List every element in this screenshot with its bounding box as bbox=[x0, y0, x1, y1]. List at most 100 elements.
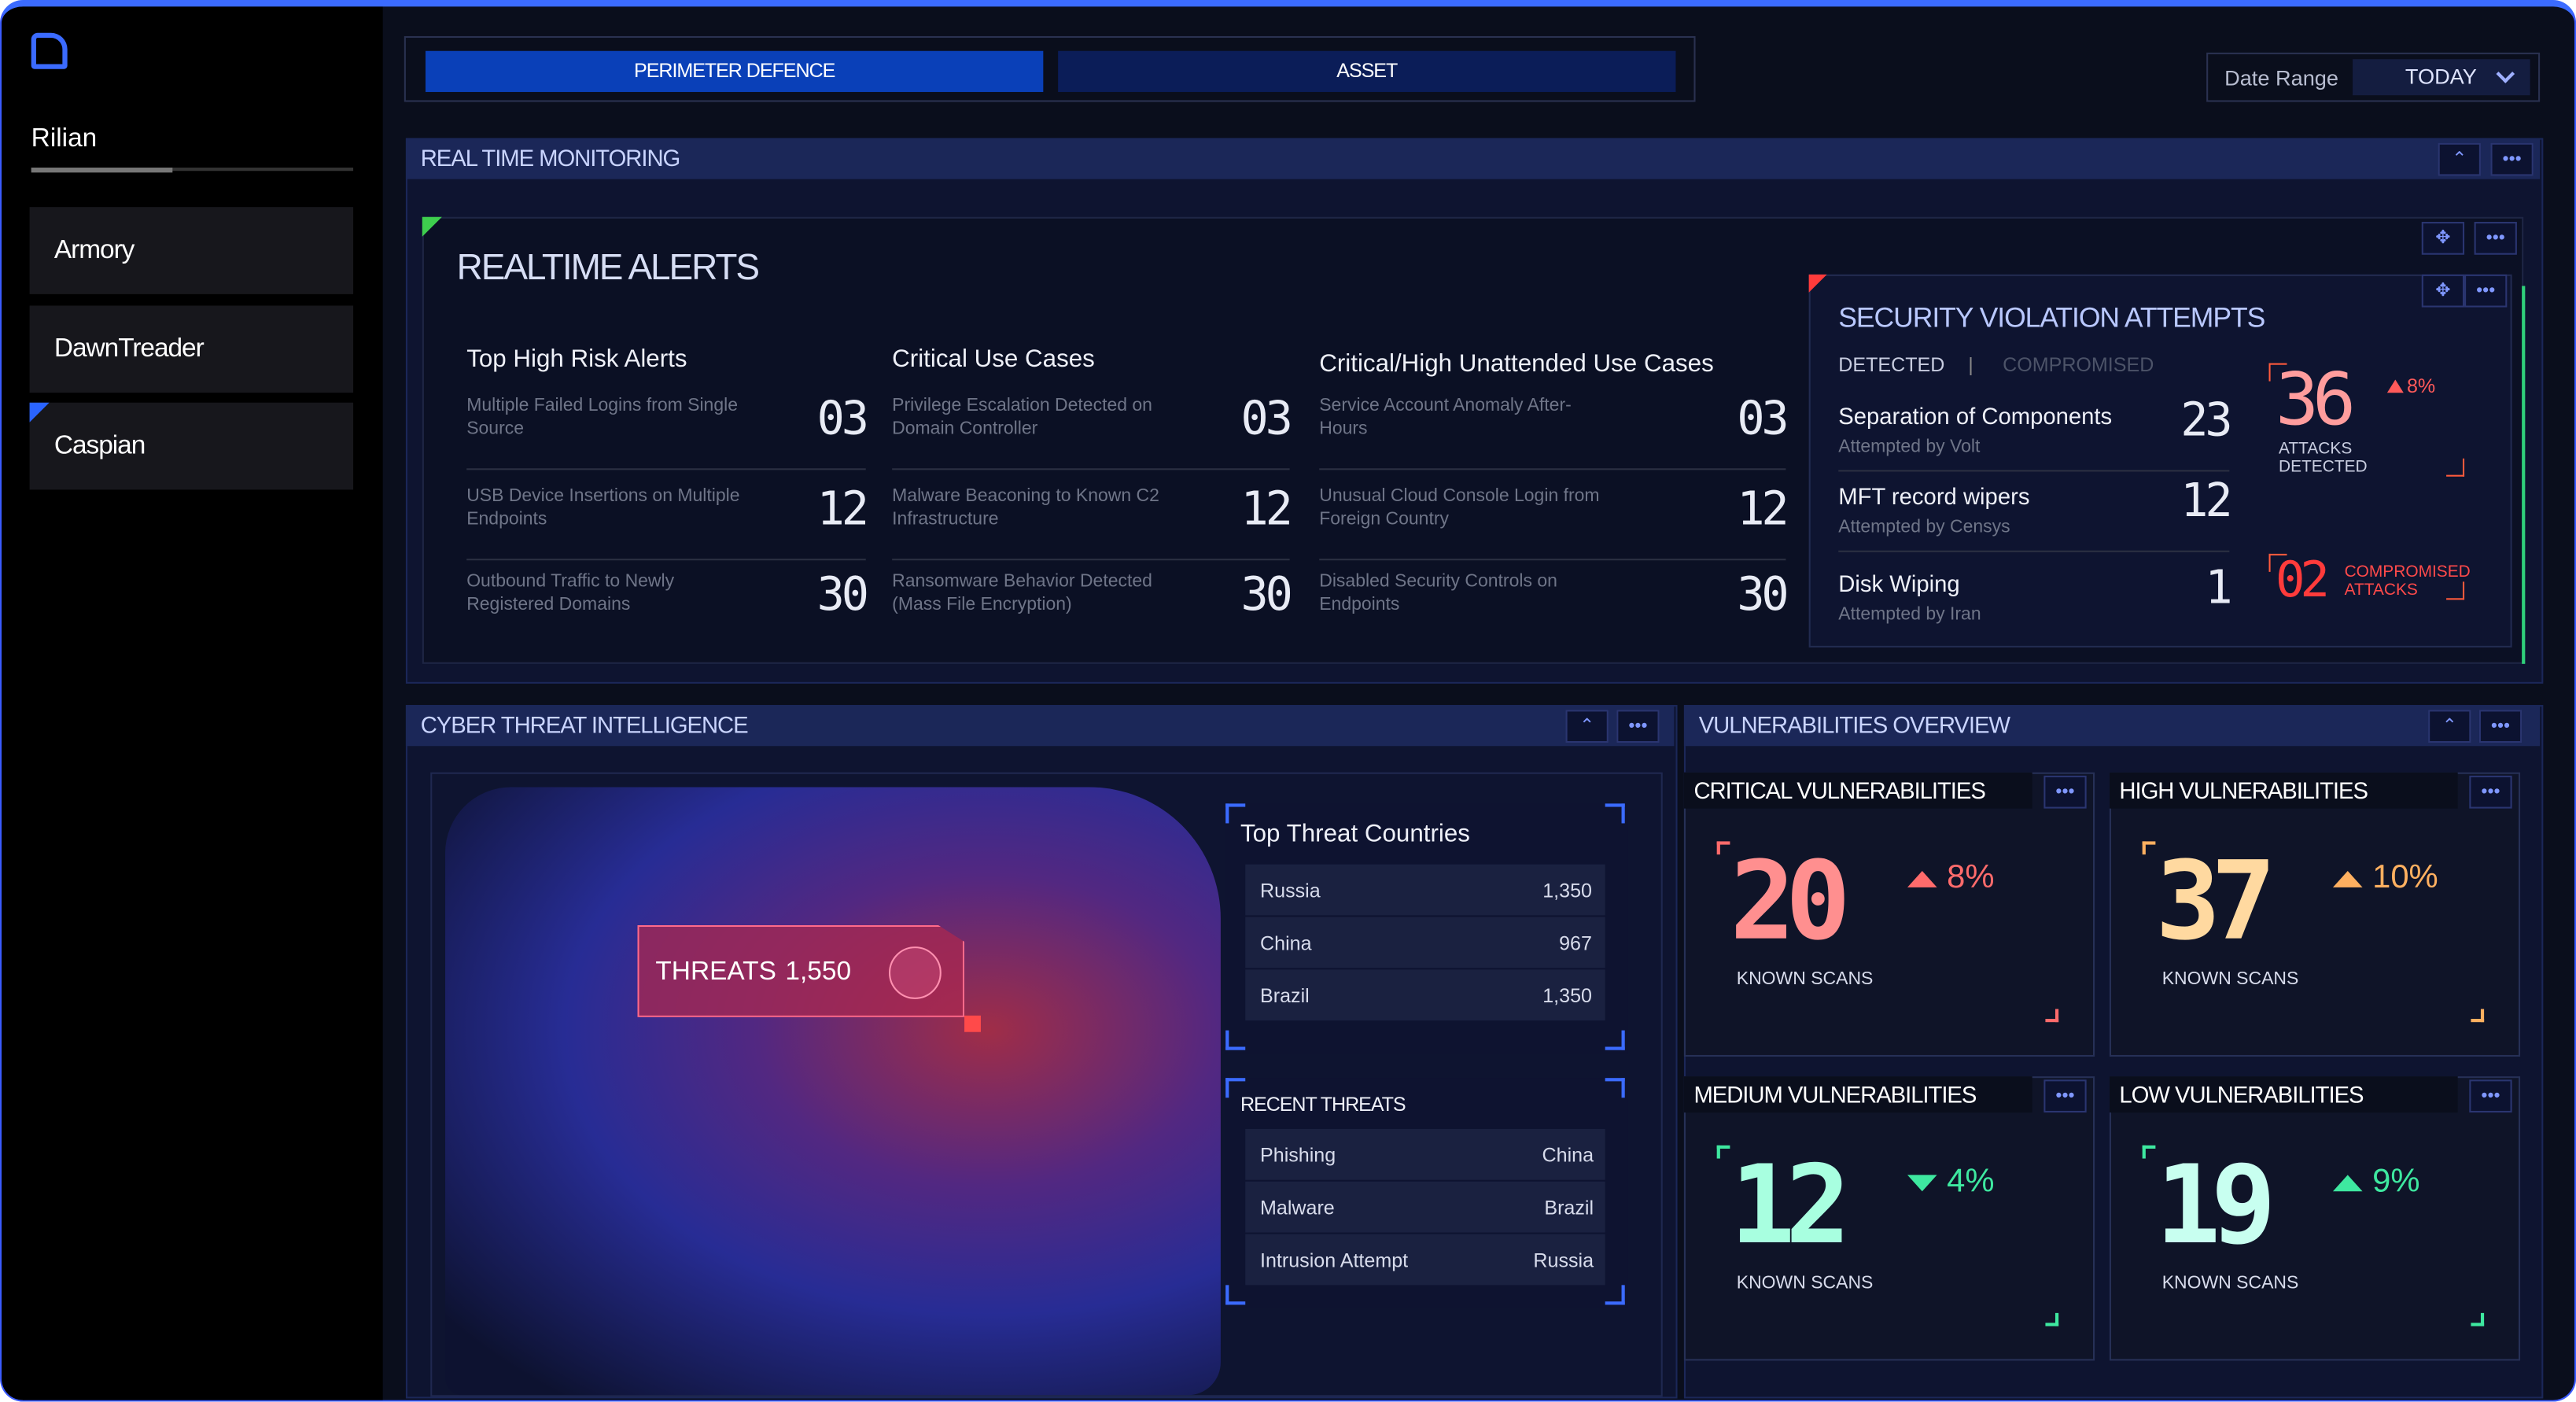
security-tab[interactable]: COMPROMISED bbox=[2003, 353, 2154, 377]
date-range-box bbox=[2206, 52, 2541, 102]
bracket bbox=[1605, 1285, 1625, 1305]
tab[interactable]: PERIMETER DEFENCE bbox=[425, 50, 1044, 92]
violation-count: 1 bbox=[2205, 560, 2232, 615]
divider bbox=[466, 468, 866, 470]
date-range-label: Date Range bbox=[2224, 65, 2339, 90]
collapse-button[interactable]: ⌃ bbox=[2438, 142, 2481, 176]
attacks-label: ATTACKS DETECTED bbox=[2279, 440, 2368, 477]
tab-bar bbox=[404, 35, 1696, 102]
more-button[interactable]: ••• bbox=[2490, 142, 2534, 176]
vuln-value: 37 bbox=[2155, 838, 2276, 965]
more-button[interactable]: ••• bbox=[2469, 775, 2512, 809]
bracket bbox=[1716, 1145, 1730, 1159]
security-tab[interactable]: DETECTED bbox=[1838, 353, 1945, 377]
vuln-change: 9% bbox=[2372, 1163, 2420, 1200]
date-range-select[interactable]: TODAY bbox=[2353, 59, 2530, 96]
threat-origin: China bbox=[1542, 1143, 1594, 1167]
more-button[interactable]: ••• bbox=[2474, 221, 2517, 255]
alert-count: 03 bbox=[816, 391, 869, 446]
bracket bbox=[2471, 1312, 2485, 1326]
threat-origin: Russia bbox=[1533, 1249, 1594, 1272]
table-row bbox=[1245, 1128, 1605, 1180]
alert-label: Ransomware Behavior Detected (Mass File … bbox=[892, 571, 1152, 615]
vuln-label: KNOWN SCANS bbox=[1736, 969, 1874, 990]
country: China bbox=[1260, 932, 1312, 955]
more-button[interactable]: ••• bbox=[2464, 274, 2508, 308]
divider bbox=[1319, 468, 1786, 470]
violation-count: 23 bbox=[2180, 393, 2232, 448]
bracket bbox=[1225, 1285, 1246, 1305]
vuln-card bbox=[2109, 772, 2521, 1057]
alert-label: Unusual Cloud Console Login from Foreign… bbox=[1319, 486, 1600, 529]
compromised-value: 02 bbox=[2275, 552, 2330, 610]
bracket bbox=[2268, 363, 2287, 382]
more-button[interactable]: ••• bbox=[2469, 1079, 2512, 1113]
vuln-value: 20 bbox=[1730, 838, 1851, 965]
threat-count: 1,350 bbox=[1542, 984, 1592, 1008]
vuln-change: 4% bbox=[1947, 1163, 1995, 1200]
threat-origin: Brazil bbox=[1544, 1196, 1594, 1219]
bracket bbox=[1225, 803, 1246, 824]
column-title: Critical/High Unattended Use Cases bbox=[1319, 349, 1714, 378]
more-button[interactable]: ••• bbox=[2043, 775, 2087, 809]
attacks-change: 8% bbox=[2406, 374, 2436, 398]
panel-header: REAL TIME MONITORING bbox=[405, 138, 2541, 179]
vuln-value: 12 bbox=[1730, 1142, 1851, 1269]
divider bbox=[466, 559, 866, 561]
bracket bbox=[2446, 458, 2465, 477]
violation-count: 12 bbox=[2180, 473, 2232, 528]
column-title: Critical Use Cases bbox=[892, 345, 1095, 374]
change-arrow bbox=[2332, 871, 2363, 887]
vuln-card bbox=[1683, 1076, 2095, 1361]
tab[interactable]: ASSET bbox=[1058, 50, 1676, 92]
alert-label: Malware Beaconing to Known C2 Infrastruc… bbox=[892, 486, 1159, 529]
divider bbox=[1838, 470, 2230, 472]
nav-item[interactable]: Caspian bbox=[29, 402, 354, 490]
security-title: SECURITY VIOLATION ATTEMPTS bbox=[1838, 302, 2265, 334]
violation-source: Attempted by Censys bbox=[1838, 517, 2010, 538]
accent-line bbox=[2522, 286, 2526, 664]
bracket bbox=[1225, 1030, 1246, 1050]
security-box bbox=[1808, 274, 2512, 648]
map-tooltip-value: 1,550 bbox=[785, 957, 852, 987]
brand-underline bbox=[31, 168, 354, 172]
bracket bbox=[2471, 1009, 2485, 1023]
divider bbox=[1838, 550, 2230, 552]
move-button[interactable]: ✥ bbox=[2421, 274, 2465, 308]
table-row bbox=[1245, 969, 1605, 1021]
collapse-button[interactable]: ⌃ bbox=[2428, 710, 2471, 743]
alert-label: Service Account Anomaly After-Hours bbox=[1319, 396, 1572, 439]
nav-active-marker bbox=[29, 402, 50, 422]
map-point[interactable] bbox=[964, 1015, 981, 1032]
nav-item[interactable]: DawnTreader bbox=[29, 305, 354, 393]
alert-count: 30 bbox=[816, 566, 869, 622]
vuln-change: 8% bbox=[1947, 859, 1995, 896]
vuln-label: KNOWN SCANS bbox=[2161, 969, 2299, 990]
card-header: HIGH VULNERABILITIES bbox=[2109, 772, 2458, 809]
column-title: Top High Risk Alerts bbox=[466, 345, 687, 374]
panel-header: CYBER THREAT INTELLIGENCE bbox=[405, 705, 1675, 747]
alert-count: 03 bbox=[1240, 391, 1293, 446]
violation-name: MFT record wipers bbox=[1838, 483, 2030, 510]
table-row bbox=[1245, 917, 1605, 968]
more-button[interactable]: ••• bbox=[2478, 710, 2523, 743]
more-button[interactable]: ••• bbox=[2043, 1079, 2087, 1113]
globe-icon bbox=[888, 946, 942, 999]
bracket bbox=[2045, 1009, 2059, 1023]
bracket bbox=[1225, 1078, 1246, 1098]
attacks-value: 36 bbox=[2275, 358, 2356, 442]
tab-separator: | bbox=[1968, 353, 1973, 377]
move-button[interactable]: ✥ bbox=[2421, 221, 2465, 255]
more-button[interactable]: ••• bbox=[1616, 710, 1660, 743]
collapse-button[interactable]: ⌃ bbox=[1565, 710, 1609, 743]
threat-count: 1,350 bbox=[1542, 879, 1592, 902]
vuln-label: KNOWN SCANS bbox=[2161, 1273, 2299, 1293]
bracket bbox=[1605, 1030, 1625, 1050]
alert-label: Privilege Escalation Detected on Domain … bbox=[892, 396, 1152, 439]
card-header: CRITICAL VULNERABILITIES bbox=[1683, 772, 2032, 809]
change-arrow bbox=[1907, 1175, 1937, 1192]
corner-marker bbox=[422, 216, 442, 237]
nav-item[interactable]: Armory bbox=[29, 207, 354, 294]
